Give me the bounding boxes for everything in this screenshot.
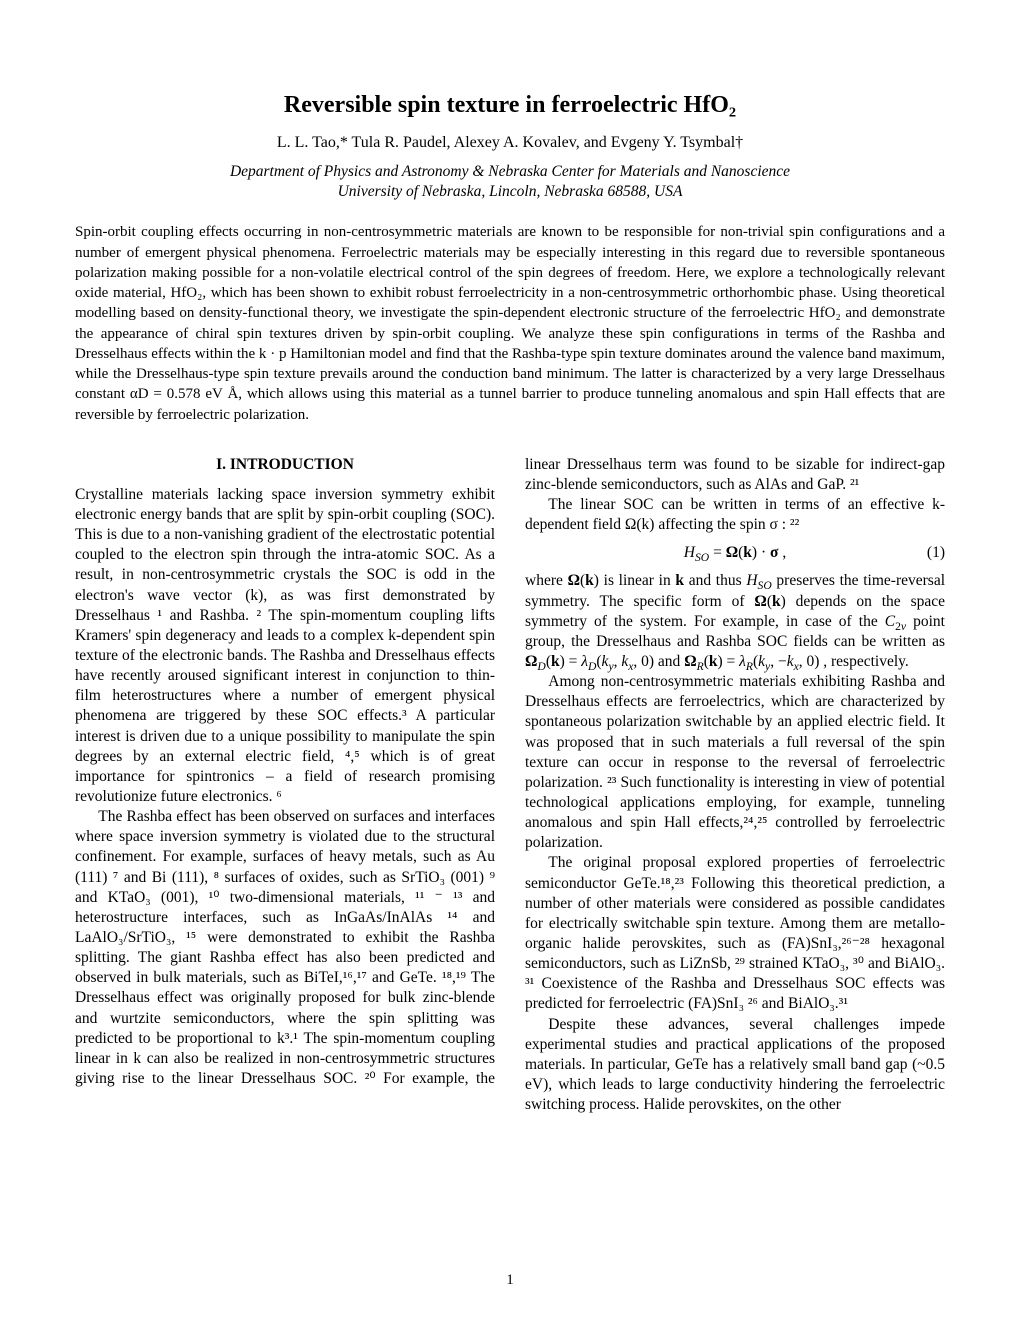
paragraph-gete-candidates: The original proposal explored propertie… [525,853,945,1014]
equation-1: HSO = Ω(k) · σ , (1) [525,543,945,563]
paragraph-challenges: Despite these advances, several challeng… [525,1015,945,1116]
abstract: Spin-orbit coupling effects occurring in… [75,222,945,425]
paper-title: Reversible spin texture in ferroelectric… [75,90,945,121]
body-columns: I. INTRODUCTION Crystalline materials la… [75,455,945,1116]
equation-1-number: (1) [927,543,945,563]
authors-line: L. L. Tao,* Tula R. Paudel, Alexey A. Ko… [75,133,945,154]
paragraph-soc-field: The linear SOC can be written in terms o… [525,495,945,535]
paragraph-ferroelectrics: Among non-centrosymmetric materials exhi… [525,672,945,853]
affiliation: Department of Physics and Astronomy & Ne… [75,162,945,202]
paragraph-intro-1: Crystalline materials lacking space inve… [75,485,495,807]
affiliation-line-1: Department of Physics and Astronomy & Ne… [230,163,790,180]
page-number: 1 [0,1271,1020,1291]
section-heading-introduction: I. INTRODUCTION [75,455,495,475]
affiliation-line-2: University of Nebraska, Lincoln, Nebrask… [338,183,683,200]
paragraph-omega-definition: where Ω(k) is linear in k and thus HSO p… [525,571,945,672]
equation-1-body: HSO = Ω(k) · σ , [684,544,786,561]
